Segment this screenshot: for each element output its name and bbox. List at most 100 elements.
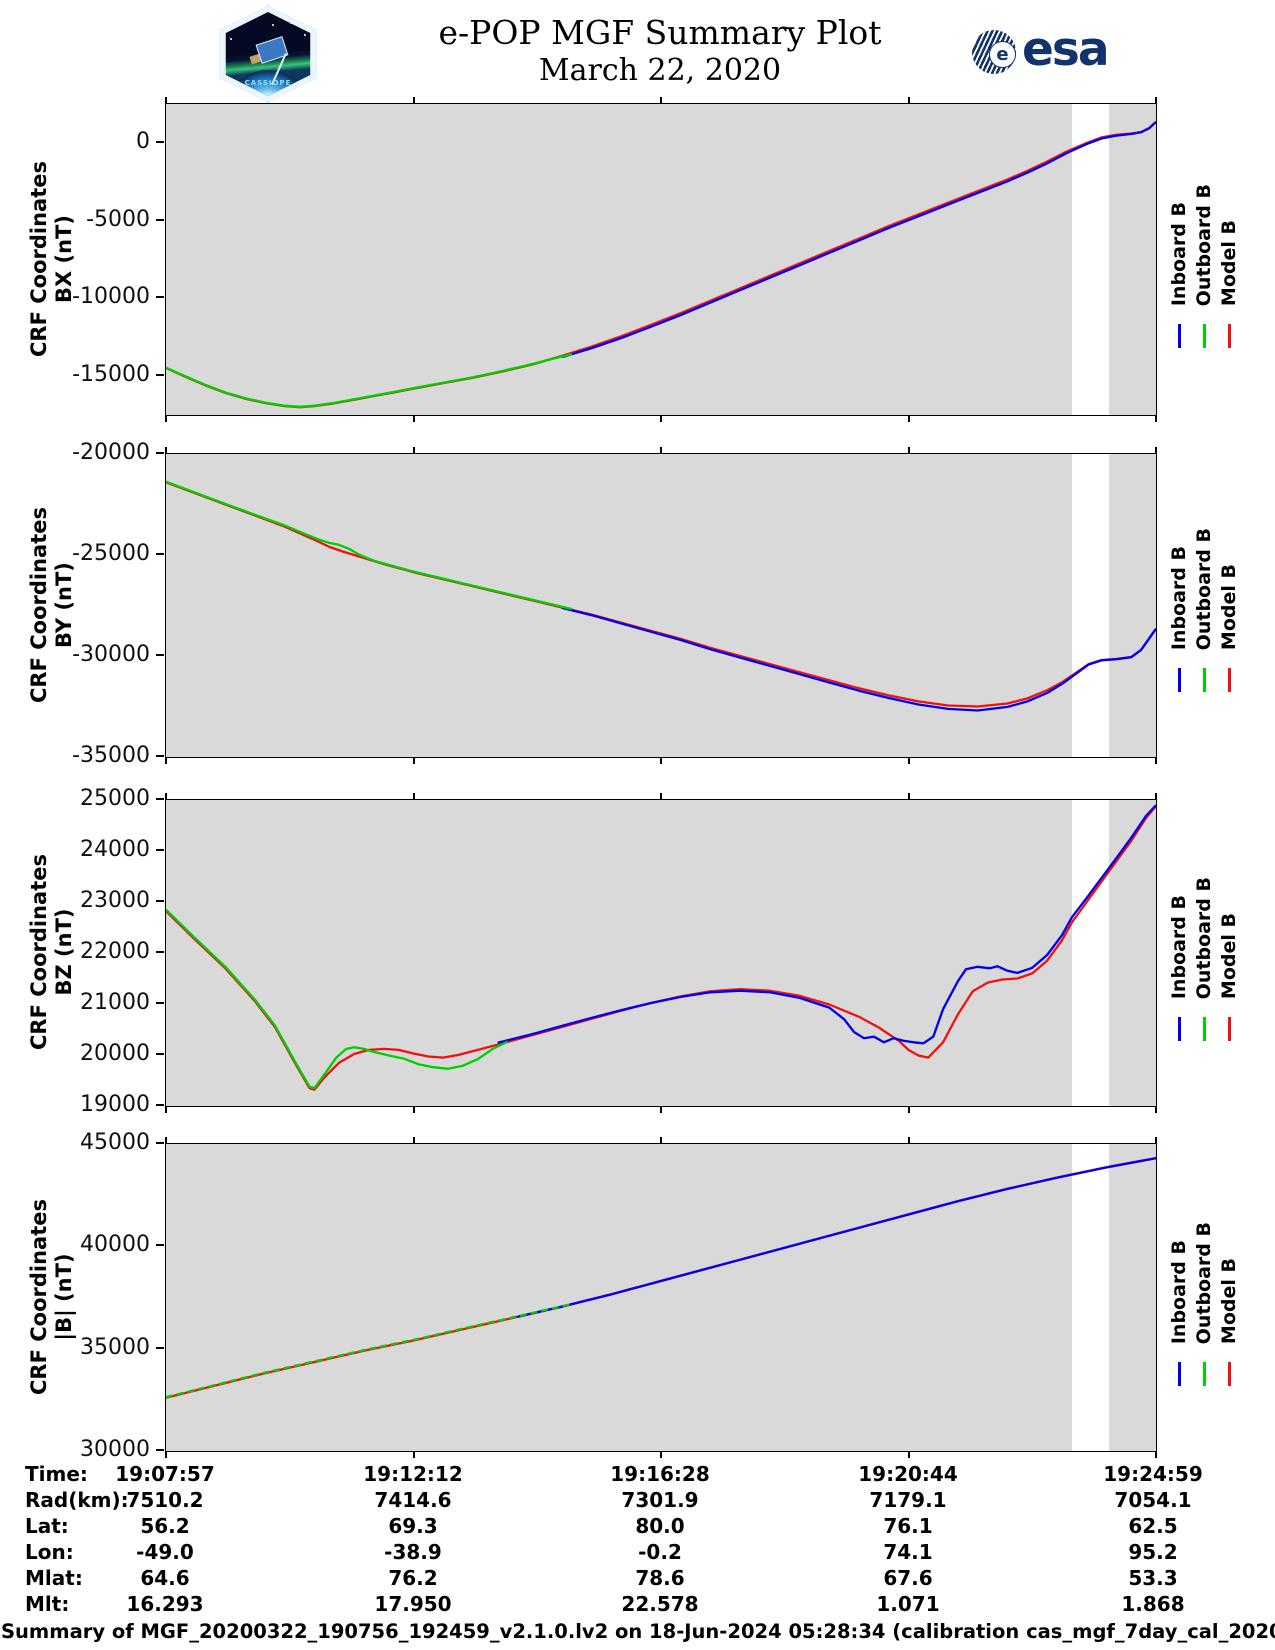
y-tick-mark bbox=[156, 374, 164, 376]
legend: Inboard B Outboard B Model B bbox=[1168, 143, 1240, 348]
y-tick-label: -25000 bbox=[72, 541, 150, 566]
table-cell: 7414.6 bbox=[374, 1488, 452, 1512]
x-tick-mark bbox=[165, 415, 167, 422]
x-tick-mark bbox=[660, 1137, 662, 1144]
legend-label: Model B bbox=[1217, 219, 1240, 306]
patch-label: CASSIOPE bbox=[244, 79, 292, 87]
legend-label: Outboard B bbox=[1192, 527, 1215, 650]
legend-entry: Inboard B bbox=[1168, 492, 1190, 692]
series-inboard-b bbox=[517, 1156, 1156, 1318]
y-tick-mark bbox=[156, 1002, 164, 1004]
table-cell: -0.2 bbox=[638, 1540, 682, 1564]
series-model-b bbox=[166, 1157, 1156, 1399]
y-tick-mark bbox=[156, 1449, 164, 1451]
series-model-b bbox=[166, 121, 1156, 409]
y-tick-label: 20000 bbox=[80, 1041, 150, 1066]
table-cell: 74.1 bbox=[883, 1540, 933, 1564]
x-tick-mark bbox=[660, 97, 662, 104]
cassiope-mission-patch: CASSIOPE bbox=[218, 5, 318, 103]
y-tick-label: 45000 bbox=[80, 1130, 150, 1155]
y-tick-label: 30000 bbox=[80, 1437, 150, 1462]
table-cell: 64.6 bbox=[140, 1566, 190, 1590]
legend-line-outboard-b bbox=[1202, 668, 1206, 692]
plot-area-bz bbox=[165, 793, 1157, 1113]
plot-area-by bbox=[165, 447, 1157, 764]
legend-label: Model B bbox=[1217, 912, 1240, 999]
series-outboard-b bbox=[166, 480, 573, 611]
plot-area-bx bbox=[165, 97, 1157, 422]
y-tick-mark bbox=[156, 1104, 164, 1106]
legend-entry: Outboard B bbox=[1193, 1183, 1215, 1386]
table-cell: 1.868 bbox=[1121, 1592, 1185, 1616]
y-tick-label: 40000 bbox=[80, 1232, 150, 1257]
y-tick-mark bbox=[156, 452, 164, 454]
series-outboard-b bbox=[166, 352, 573, 408]
table-cell: 62.5 bbox=[1128, 1514, 1178, 1538]
x-tick-mark bbox=[413, 1106, 415, 1113]
y-tick-label: 0 bbox=[136, 129, 150, 154]
esa-logo: e esa bbox=[972, 22, 1110, 77]
legend-line-outboard-b bbox=[1202, 324, 1206, 348]
panel-by: CRF Coordinates BY (nT) -20000 -25000 -30000… bbox=[0, 441, 1275, 768]
legend-entry: Model B bbox=[1218, 492, 1240, 692]
curves-by bbox=[166, 480, 1156, 712]
x-tick-mark bbox=[908, 447, 910, 454]
table-row: Lon: -49.0 -38.9 -0.2 74.1 95.2 bbox=[0, 1539, 1275, 1565]
panel-bz: CRF Coordinates BZ (nT) 25000 24000 23000 220… bbox=[0, 787, 1275, 1117]
legend-label: Outboard B bbox=[1192, 183, 1215, 306]
table-row-label: Lon: bbox=[25, 1540, 74, 1564]
y-tick-label: 25000 bbox=[80, 786, 150, 811]
legend-entry: Model B bbox=[1218, 839, 1240, 1041]
table-row-label: Mlt: bbox=[25, 1592, 70, 1616]
legend-line-model-b bbox=[1227, 324, 1231, 348]
background-shade bbox=[1109, 800, 1156, 1106]
table-cell: 7179.1 bbox=[869, 1488, 947, 1512]
y-tick-mark bbox=[156, 755, 164, 757]
legend-entry: Model B bbox=[1218, 1183, 1240, 1386]
background-shade bbox=[166, 454, 1072, 757]
y-tick-label: 19000 bbox=[80, 1092, 150, 1117]
x-tick-mark bbox=[660, 793, 662, 800]
table-row-label: Mlat: bbox=[25, 1566, 83, 1590]
page-date: March 22, 2020 bbox=[538, 53, 782, 89]
y-axis-label: CRF Coordinates |B| (nT) bbox=[26, 1198, 76, 1395]
y-tick-label: 35000 bbox=[80, 1335, 150, 1360]
x-tick-mark bbox=[165, 757, 167, 764]
x-tick-mark bbox=[413, 415, 415, 422]
table-cell: 76.1 bbox=[883, 1514, 933, 1538]
panel-bx: CRF Coordinates BX (nT) 0 -5000 -10000 -15000… bbox=[0, 97, 1275, 422]
y-tick-label: -35000 bbox=[72, 743, 150, 768]
y-tick-mark bbox=[156, 654, 164, 656]
esa-globe-icon: e bbox=[972, 30, 1016, 74]
table-cell: 19:24:59 bbox=[1103, 1462, 1203, 1486]
title-block: e-POP MGF Summary Plot March 22, 2020 bbox=[165, 12, 1155, 89]
legend-label: Inboard B bbox=[1167, 545, 1190, 650]
x-tick-mark bbox=[660, 757, 662, 764]
x-tick-mark bbox=[908, 793, 910, 800]
table-cell: 7054.1 bbox=[1114, 1488, 1192, 1512]
legend-line-model-b bbox=[1227, 1017, 1231, 1041]
x-tick-mark bbox=[165, 793, 167, 800]
x-tick-mark bbox=[908, 1451, 910, 1458]
y-tick-label: 22000 bbox=[80, 939, 150, 964]
x-tick-mark bbox=[413, 1137, 415, 1144]
table-cell: 17.950 bbox=[374, 1592, 452, 1616]
legend-line-outboard-b bbox=[1202, 1017, 1206, 1041]
legend-line-inboard-b bbox=[1177, 668, 1181, 692]
table-row-label: Rad(km): bbox=[25, 1488, 129, 1512]
y-tick-label: -30000 bbox=[72, 642, 150, 667]
x-tick-mark bbox=[1155, 415, 1157, 422]
background-shade bbox=[1109, 454, 1156, 757]
legend: Inboard B Outboard B Model B bbox=[1168, 839, 1240, 1041]
y-axis-label: CRF Coordinates BX (nT) bbox=[26, 160, 76, 357]
table-row: Mlt: 16.293 17.950 22.578 1.071 1.868 bbox=[0, 1591, 1275, 1617]
legend-line-model-b bbox=[1227, 1362, 1231, 1386]
series-outboard-b bbox=[166, 908, 509, 1090]
background-shade bbox=[166, 1144, 1072, 1451]
x-tick-mark bbox=[413, 793, 415, 800]
table-cell: -38.9 bbox=[384, 1540, 442, 1564]
table-cell: 19:12:12 bbox=[363, 1462, 463, 1486]
x-tick-mark bbox=[908, 1137, 910, 1144]
legend-line-inboard-b bbox=[1177, 324, 1181, 348]
